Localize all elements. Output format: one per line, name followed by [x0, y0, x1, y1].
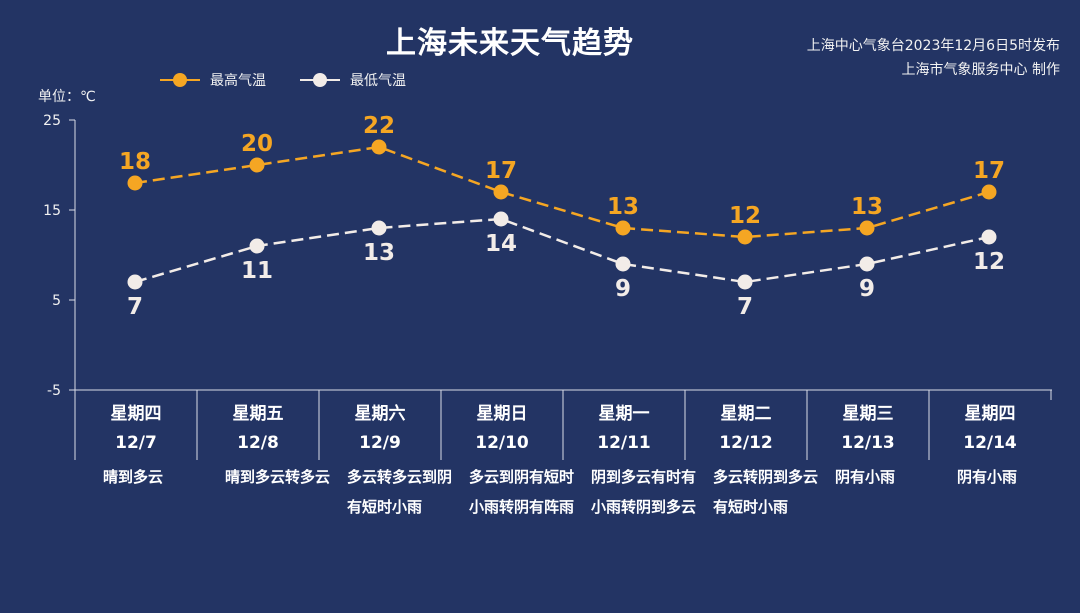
- day-header: 星期二 12/12: [685, 400, 807, 458]
- weekday-label: 星期四: [110, 404, 162, 424]
- day-header: 星期三 12/13: [807, 400, 929, 458]
- date-label: 12/8: [237, 433, 279, 453]
- data-label-low: 9: [859, 276, 875, 302]
- data-point-low: [249, 238, 265, 254]
- data-point-high: [615, 220, 631, 236]
- weekday-label: 星期二: [720, 404, 772, 424]
- data-point-low: [981, 229, 997, 245]
- data-point-high: [371, 139, 387, 155]
- weekday-label: 星期日: [476, 404, 528, 424]
- data-label-low: 14: [485, 231, 517, 257]
- weather-description: 晴到多云转多云: [225, 468, 331, 486]
- data-point-high: [859, 220, 875, 236]
- weather-description: 多云到阴有短时小雨转阴有阵雨: [469, 468, 575, 516]
- date-label: 12/11: [597, 433, 651, 453]
- weather-description: 阴有小雨: [835, 468, 896, 486]
- legend-high-swatch-icon: [160, 72, 200, 88]
- data-point-high: [737, 229, 753, 245]
- data-label-low: 13: [363, 240, 395, 266]
- legend-low-swatch-icon: [300, 72, 340, 88]
- date-label: 12/7: [115, 433, 157, 453]
- data-label-high: 20: [241, 131, 273, 157]
- data-point-high: [249, 157, 265, 173]
- legend-high-label: 最高气温: [210, 73, 266, 89]
- source-info: 上海中心气象台2023年12月6日5时发布 上海市气象服务中心 制作: [807, 34, 1060, 82]
- data-label-high: 13: [851, 194, 883, 220]
- weather-description: 多云转阴到多云有短时小雨: [713, 468, 819, 516]
- legend-item-high[interactable]: 最高气温: [160, 70, 266, 90]
- series-line-high: [134, 145, 990, 239]
- data-point-low: [127, 274, 143, 290]
- day-header: 星期四 12/7: [75, 400, 197, 458]
- date-label: 12/13: [841, 433, 895, 453]
- data-point-high: [127, 175, 143, 191]
- date-label: 12/12: [719, 433, 773, 453]
- data-label-low: 12: [973, 249, 1005, 275]
- day-header: 星期五 12/8: [197, 400, 319, 458]
- day-header: 星期六 12/9: [319, 400, 441, 458]
- data-label-low: 11: [241, 258, 273, 284]
- day-header: 星期四 12/14: [929, 400, 1051, 458]
- series-line-low: [134, 217, 990, 284]
- y-tick-label: 5: [52, 293, 61, 309]
- data-label-low: 7: [737, 294, 753, 320]
- data-point-high: [981, 184, 997, 200]
- data-label-low: 7: [127, 294, 143, 320]
- weather-description: 晴到多云: [103, 468, 164, 486]
- data-label-high: 17: [485, 158, 517, 184]
- y-tick-label: 15: [43, 203, 61, 219]
- y-tick-label: 25: [43, 113, 61, 129]
- data-point-low: [371, 220, 387, 236]
- data-label-high: 17: [973, 158, 1005, 184]
- source-line-1: 上海中心气象台2023年12月6日5时发布: [806, 38, 1060, 54]
- data-point-low: [493, 211, 509, 227]
- day-header: 星期日 12/10: [441, 400, 563, 458]
- data-label-high: 13: [607, 194, 639, 220]
- data-label-high: 22: [363, 113, 395, 139]
- date-label: 12/14: [963, 433, 1017, 453]
- data-point-low: [737, 274, 753, 290]
- legend-low-label: 最低气温: [350, 73, 406, 89]
- data-point-low: [615, 256, 631, 272]
- date-label: 12/10: [475, 433, 529, 453]
- weather-description: 阴有小雨: [957, 468, 1018, 486]
- data-point-low: [859, 256, 875, 272]
- y-tick-label: -5: [47, 383, 61, 399]
- legend-item-low[interactable]: 最低气温: [300, 70, 406, 90]
- weather-description: 阴到多云有时有小雨转阴到多云: [591, 468, 697, 516]
- data-label-high: 12: [729, 203, 761, 229]
- legend: 最高气温 最低气温: [160, 70, 406, 90]
- weather-description: 多云转多云到阴有短时小雨: [347, 468, 453, 516]
- weekday-label: 星期三: [842, 404, 894, 424]
- weekday-label: 星期一: [598, 404, 650, 424]
- source-line-2: 上海市气象服务中心 制作: [901, 62, 1060, 78]
- day-header: 星期一 12/11: [563, 400, 685, 458]
- data-label-high: 18: [119, 149, 151, 175]
- data-label-low: 9: [615, 276, 631, 302]
- weekday-label: 星期五: [232, 404, 284, 424]
- date-label: 12/9: [359, 433, 401, 453]
- chart-title: 上海未来天气趋势: [386, 26, 634, 61]
- unit-label: 单位：℃: [38, 89, 96, 105]
- data-point-high: [493, 184, 509, 200]
- weekday-label: 星期六: [354, 404, 406, 424]
- weekday-label: 星期四: [964, 404, 1016, 424]
